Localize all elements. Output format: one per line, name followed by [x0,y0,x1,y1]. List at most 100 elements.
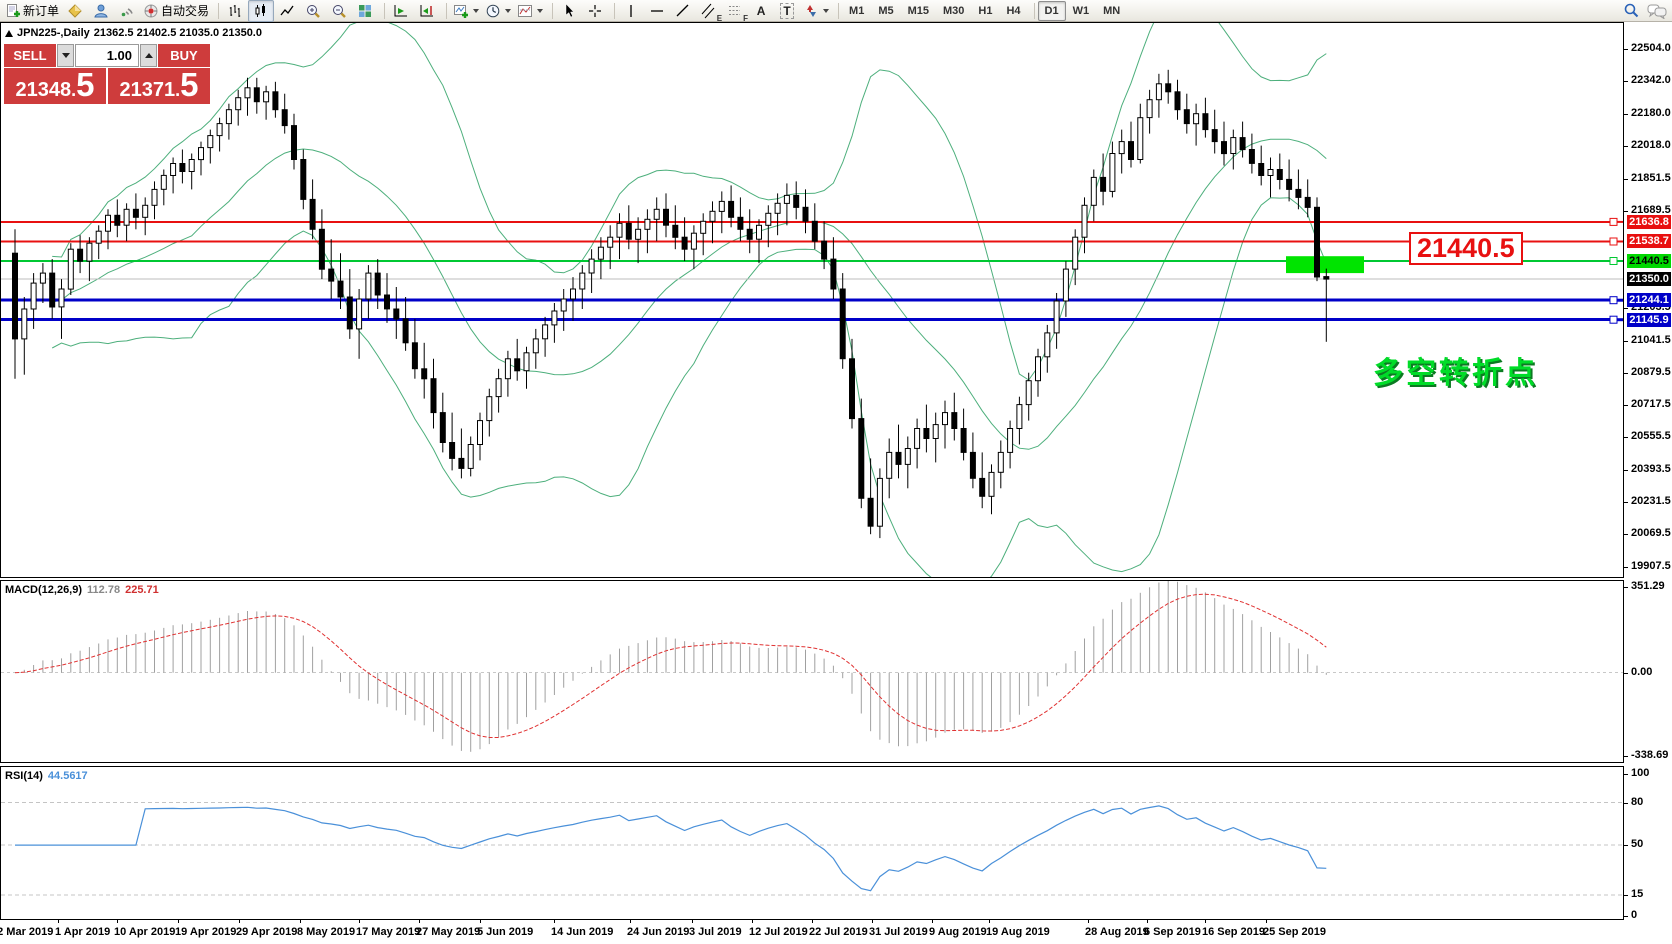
channel-icon [701,3,715,18]
timeframe-d1[interactable]: D1 [1037,0,1066,21]
fibonacci-tool-button[interactable]: F [722,0,749,23]
rsi-tick-mark [1624,774,1628,775]
autotrading-button[interactable]: 自动交易 [140,0,212,22]
sell-button[interactable]: SELL [4,44,56,67]
line-chart-button[interactable] [274,0,300,22]
buy-price-display[interactable]: 21371. 5 [108,68,210,104]
volume-input[interactable]: 1.00 [75,44,139,67]
arrows-tool-button[interactable] [800,0,832,22]
date-label: 16 Sep 2019 [1202,926,1265,938]
timeframe-m1[interactable]: M1 [849,4,865,17]
timeframe-group: M1 M5 M15 M30 H1 H4 D1 W1 MN [842,0,1127,21]
arrows-icon [807,4,817,17]
crosshair-tool-button[interactable] [582,0,608,22]
date-tick-mark [178,920,179,923]
main-chart-pane[interactable]: JPN225-,Daily 21362.5 21402.5 21035.0 21… [0,22,1624,578]
date-label: 3 Jul 2019 [689,926,742,938]
zoom-in-button[interactable] [300,0,326,22]
timeframe-w1[interactable]: W1 [1072,4,1090,17]
crosshair-icon [589,4,602,17]
tile-windows-button[interactable] [352,0,378,22]
text-tool-button[interactable]: A [748,0,774,22]
channel-tool-button[interactable]: E [696,0,722,23]
vertical-line-tool-button[interactable] [618,0,644,22]
indicators-button[interactable] [450,0,482,22]
candlestick-icon [255,3,266,17]
date-tick-mark [752,920,753,923]
search-button[interactable] [1618,0,1644,22]
timeframe-mn[interactable]: MN [1103,4,1121,17]
toolbar-separator [611,2,616,19]
one-click-trading-panel: SELL 1.00 BUY 21348. 5 21371. 5 [3,43,211,105]
timeframe-m5[interactable]: M5 [878,4,894,17]
volume-increase-button[interactable] [140,44,157,67]
date-tick-mark [117,920,118,923]
dropdown-arrow-icon [473,8,480,13]
turning-point-note[interactable]: 多空转折点 [1373,357,1538,390]
signals-button[interactable] [114,0,140,22]
sell-price-display[interactable]: 21348. 5 [4,68,106,104]
horizontal-line-tool-button[interactable] [644,0,670,22]
tile-windows-icon [359,4,372,17]
price-tick-mark [1624,470,1628,471]
price-dot: . [71,80,77,100]
signal-icon [121,7,133,16]
rsi-canvas[interactable] [1,767,1623,919]
timeframe-m15[interactable]: M15 [907,4,929,17]
rsi-tick-mark [1624,845,1628,846]
bar-chart-button[interactable] [222,0,248,22]
date-tick-mark [359,920,360,923]
macd-tick-mark [1624,587,1628,588]
macd-tick-label: 351.29 [1631,580,1665,592]
zoom-in-icon [307,4,320,18]
cursor-tool-button[interactable] [556,0,582,22]
price-tick-mark [1624,81,1628,82]
date-tick-mark [419,920,420,923]
price-main-digits: 21348 [15,79,72,101]
trendline-tool-button[interactable] [670,0,696,22]
chart-shift-button[interactable] [414,0,440,22]
price-tick-label: 20393.5 [1631,463,1671,475]
chart-expand-icon[interactable] [5,29,13,37]
price-tick-mark [1624,502,1628,503]
date-tick-mark [692,920,693,923]
toolbar-separator [381,2,386,19]
indicators-icon [454,4,469,18]
price-tag: 21244.1 [1627,293,1671,307]
price-tick-label: 21041.5 [1631,334,1671,346]
price-tag: 21440.5 [1627,254,1671,268]
buy-button[interactable]: BUY [158,44,210,67]
main-chart-canvas[interactable] [1,23,1623,577]
zoom-out-button[interactable] [326,0,352,22]
timeframe-h1[interactable]: H1 [978,4,993,17]
macd-canvas[interactable] [1,581,1623,762]
timeframe-h4[interactable]: H4 [1006,4,1021,17]
price-axis[interactable]: 22504.0 22342.0 22180.0 22018.0 21851.5 21689… [1624,0,1672,944]
community-button[interactable] [88,0,114,22]
candlestick-chart-button[interactable] [248,0,275,22]
volume-decrease-button[interactable] [57,44,74,67]
new-order-icon [7,3,20,17]
price-tick-mark [1624,179,1628,180]
price-tick-label: 20879.5 [1631,366,1671,378]
macd-pane[interactable]: MACD(12,26,9) 112.78 225.71 [0,580,1624,763]
auto-scroll-button[interactable] [388,0,414,22]
label-tool-button[interactable]: T [774,0,800,22]
price-callout-label[interactable]: 21440.5 [1409,232,1523,265]
price-tick-mark [1624,341,1628,342]
rsi-value: 44.5617 [47,770,88,782]
new-order-button[interactable]: 新订单 [2,0,62,22]
templates-button[interactable] [514,0,546,22]
market-diamond-button[interactable] [62,0,88,22]
rsi-pane[interactable]: RSI(14) 44.5617 [0,766,1624,920]
chat-button[interactable] [1644,0,1670,22]
toolbar: 新订单 自动交易 [0,0,1672,23]
chart-ohlc-values: 21362.5 21402.5 21035.0 21350.0 [93,27,262,39]
fibonacci-glyph: F [743,13,749,23]
timeframe-m30[interactable]: M30 [943,4,965,17]
dropdown-arrow-icon [505,8,512,13]
date-label: 29 Apr 2019 [236,926,298,938]
periods-button[interactable] [482,0,514,22]
fibonacci-icon [729,5,741,15]
